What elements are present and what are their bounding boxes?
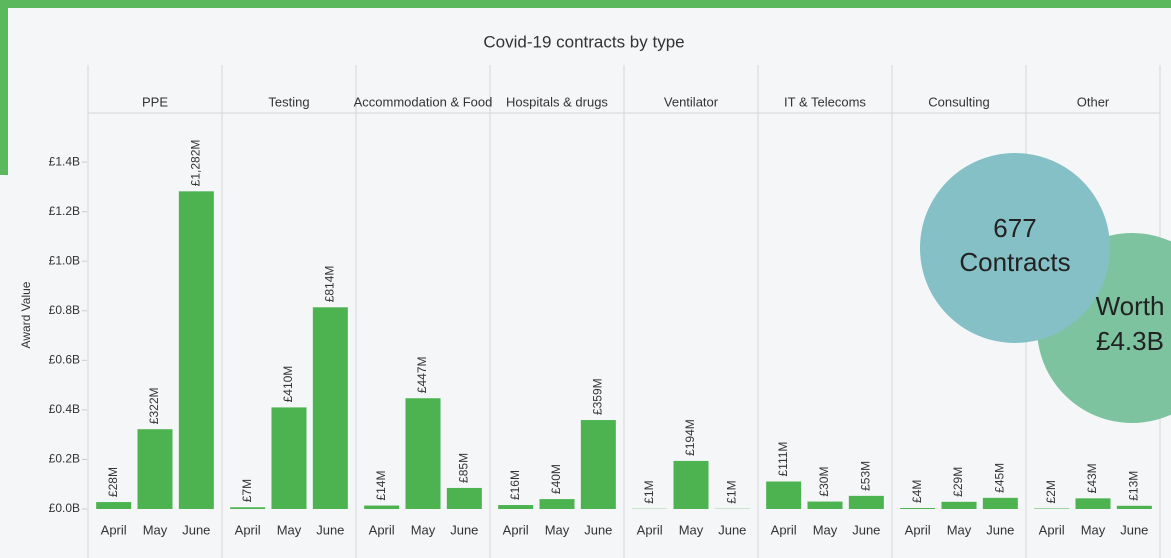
bar — [271, 407, 307, 509]
bar — [1075, 498, 1111, 509]
x-tick-label: June — [1120, 522, 1148, 537]
value-label: £14M — [374, 470, 388, 500]
bar — [446, 487, 482, 509]
x-tick-label: June — [718, 522, 746, 537]
panel-title: Ventilator — [664, 94, 719, 109]
x-tick-label: April — [235, 522, 261, 537]
x-tick-label: April — [503, 522, 529, 537]
value-label: £7M — [240, 479, 254, 502]
x-tick-label: May — [1081, 522, 1106, 537]
summary-bubbles: 677 Contracts Worth £4.3B — [920, 153, 1171, 423]
value-label: £1,282M — [189, 140, 203, 187]
value-label: £1M — [642, 480, 656, 503]
bar — [498, 505, 534, 509]
x-tick-label: May — [143, 522, 168, 537]
bar — [766, 481, 802, 509]
y-tick-label: £0.6B — [49, 352, 80, 366]
value-label: £2M — [1044, 480, 1058, 503]
x-tick-label: June — [450, 522, 478, 537]
panel-title: Accommodation & Food — [354, 94, 493, 109]
value-label: £28M — [106, 467, 120, 497]
x-tick-label: May — [277, 522, 302, 537]
panel-title: Consulting — [928, 94, 989, 109]
x-tick-label: April — [637, 522, 663, 537]
bubble-text: Worth — [1096, 291, 1165, 321]
y-tick-label: £0.2B — [49, 452, 80, 466]
y-tick-label: £1.0B — [49, 253, 80, 267]
bar — [848, 495, 884, 509]
x-tick-label: April — [771, 522, 797, 537]
x-tick-label: June — [584, 522, 612, 537]
value-label: £111M — [776, 442, 790, 477]
bar — [900, 508, 936, 509]
x-tick-label: June — [182, 522, 210, 537]
y-tick-label: £0.4B — [49, 402, 80, 416]
bar — [982, 497, 1018, 509]
bar — [96, 502, 132, 509]
y-tick-label: £0.0B — [49, 501, 80, 515]
value-label: £322M — [147, 388, 161, 425]
value-label: £359M — [591, 378, 605, 415]
bar — [312, 307, 348, 509]
value-label: £85M — [457, 453, 471, 483]
value-label: £1M — [725, 480, 739, 503]
x-tick-label: May — [545, 522, 570, 537]
value-label: £29M — [951, 467, 965, 497]
value-label: £53M — [859, 461, 873, 491]
bar — [137, 429, 173, 509]
x-tick-label: April — [905, 522, 931, 537]
value-label: £16M — [508, 470, 522, 500]
bar — [807, 501, 843, 509]
value-label: £447M — [415, 357, 429, 394]
x-tick-label: May — [679, 522, 704, 537]
panel-title: Hospitals & drugs — [506, 94, 608, 109]
x-tick-label: May — [813, 522, 838, 537]
bar — [539, 499, 575, 509]
bubble-text: 677 — [993, 213, 1036, 243]
panel-title: IT & Telecoms — [784, 94, 866, 109]
bubble-text: £4.3B — [1096, 326, 1164, 356]
bar — [405, 398, 441, 509]
bar — [580, 420, 616, 509]
value-label: £43M — [1085, 463, 1099, 493]
value-label: £13M — [1127, 471, 1141, 501]
value-label: £194M — [683, 419, 697, 456]
x-tick-label: May — [947, 522, 972, 537]
bubble-text: Contracts — [959, 247, 1070, 277]
x-tick-label: April — [369, 522, 395, 537]
bar — [1116, 505, 1152, 509]
x-tick-label: June — [986, 522, 1014, 537]
bar — [941, 501, 977, 509]
x-tick-label: April — [101, 522, 127, 537]
value-label: £30M — [817, 467, 831, 497]
value-label: £814M — [323, 266, 337, 303]
panel-title: PPE — [142, 94, 168, 109]
value-label: £4M — [910, 480, 924, 503]
bar — [364, 505, 400, 509]
y-tick-label: £1.2B — [49, 204, 80, 218]
x-tick-label: June — [852, 522, 880, 537]
value-label: £45M — [993, 463, 1007, 493]
y-tick-label: £0.8B — [49, 303, 80, 317]
bar — [230, 507, 266, 509]
x-tick-label: June — [316, 522, 344, 537]
left-bar — [0, 0, 8, 175]
y-axis-label: Award Value — [19, 281, 33, 348]
bar — [178, 191, 214, 509]
contracts-bubble — [920, 153, 1110, 343]
panel-title: Other — [1077, 94, 1110, 109]
y-tick-label: £1.4B — [49, 154, 80, 168]
top-bar — [0, 0, 1171, 8]
value-label: £410M — [281, 366, 295, 403]
x-tick-label: May — [411, 522, 436, 537]
value-label: £40M — [549, 464, 563, 494]
panel-title: Testing — [268, 94, 309, 109]
bar — [673, 460, 709, 509]
chart-title: Covid-19 contracts by type — [483, 32, 684, 51]
x-tick-label: April — [1039, 522, 1065, 537]
